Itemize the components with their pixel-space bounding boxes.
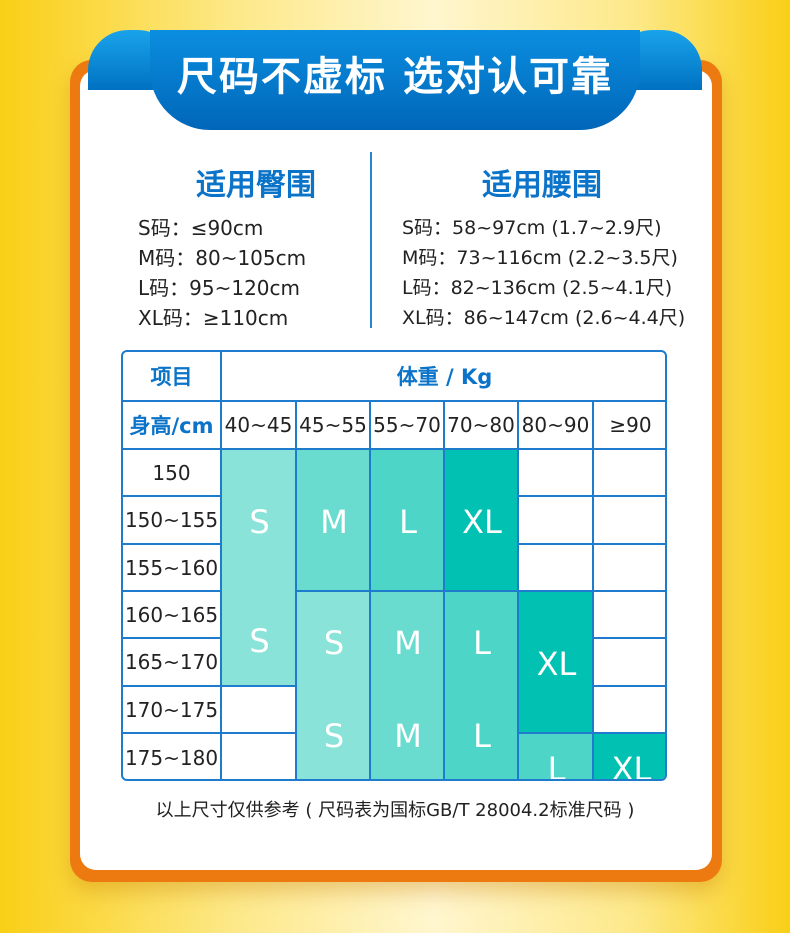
hip-list: S码：≤90cm M码：80~105cm L码：95~120cm XL码：≥11… xyxy=(138,213,306,333)
waist-item: S码：58~97cm (1.7~2.9尺) xyxy=(402,217,662,239)
waist-item: L码：82~136cm (2.5~4.1尺) xyxy=(402,277,673,299)
size-block-xl xyxy=(445,450,519,592)
empty-cell xyxy=(519,545,594,592)
height-row-header: 175~180 xyxy=(123,734,222,779)
size-block-xl xyxy=(594,734,665,779)
size-label: L xyxy=(473,716,491,755)
weight-col-header: 55~70 xyxy=(371,402,445,450)
hip-item: L码：95~120cm xyxy=(138,276,301,300)
size-block-m xyxy=(297,450,371,592)
empty-cell xyxy=(519,497,594,545)
weight-col-header: 70~80 xyxy=(445,402,519,450)
height-header: 身高/cm xyxy=(123,402,222,450)
height-row-header: 165~170 xyxy=(123,639,222,687)
banner-title: 尺码不虚标 选对认可靠 xyxy=(150,30,640,130)
height-row-header: 170~175 xyxy=(123,687,222,734)
waist-item: XL码：86~147cm (2.6~4.4尺) xyxy=(402,307,686,329)
size-label: M xyxy=(320,502,348,541)
empty-cell xyxy=(594,497,665,545)
item-header: 项目 xyxy=(123,352,222,402)
size-label: XL xyxy=(462,502,502,541)
empty-cell xyxy=(222,734,297,779)
divider xyxy=(370,152,372,328)
weight-col-header: 45~55 xyxy=(297,402,371,450)
weight-header: 体重 / Kg xyxy=(222,352,665,402)
hip-item: M码：80~105cm xyxy=(138,246,307,270)
size-label: L xyxy=(473,623,491,662)
empty-cell xyxy=(222,687,297,734)
size-block-s xyxy=(222,450,297,687)
size-block-l xyxy=(519,734,594,779)
empty-cell xyxy=(594,639,665,687)
size-block-s xyxy=(297,592,371,779)
waist-item: M码：73~116cm (2.2~3.5尺) xyxy=(402,247,678,269)
size-block-l xyxy=(371,450,445,592)
weight-col-header: ≥90 xyxy=(594,402,665,450)
size-label: S xyxy=(249,502,270,541)
height-row-header: 160~165 xyxy=(123,592,222,639)
empty-cell xyxy=(594,687,665,734)
hip-item: S码：≤90cm xyxy=(138,216,264,240)
height-row-header: 150~155 xyxy=(123,497,222,545)
size-label: L xyxy=(399,502,417,541)
height-row-header: 150 xyxy=(123,450,222,497)
size-block-m xyxy=(371,592,445,779)
empty-cell xyxy=(519,450,594,497)
size-label: L xyxy=(547,750,566,781)
size-table: 项目 体重 / Kg 身高/cm 40~45 45~55 55~70 70~80 80~90 ≥… xyxy=(121,350,667,781)
size-label: S xyxy=(249,621,270,660)
height-row-header: 155~160 xyxy=(123,545,222,592)
empty-cell xyxy=(594,545,665,592)
size-label: M xyxy=(394,716,422,755)
footnote: 以上尺寸仅供参考 ( 尺码表为国标GB/T 28004.2标准尺码 ) xyxy=(155,800,635,821)
waist-list: S码：58~97cm (1.7~2.9尺) M码：73~116cm (2.2~3… xyxy=(402,213,685,333)
empty-cell xyxy=(594,592,665,639)
size-block-xl xyxy=(519,592,594,734)
size-label: S xyxy=(323,716,345,755)
empty-cell xyxy=(594,450,665,497)
size-label: XL xyxy=(536,645,577,684)
weight-col-header: 40~45 xyxy=(222,402,297,450)
size-label: XL xyxy=(611,750,652,781)
size-label: S xyxy=(323,623,345,662)
hip-item: XL码：≥110cm xyxy=(138,306,289,330)
size-block-l xyxy=(445,592,519,779)
waist-title: 适用腰围 xyxy=(482,168,602,203)
size-label: M xyxy=(394,623,422,662)
weight-col-header: 80~90 xyxy=(519,402,594,450)
hip-title: 适用臀围 xyxy=(196,168,316,203)
